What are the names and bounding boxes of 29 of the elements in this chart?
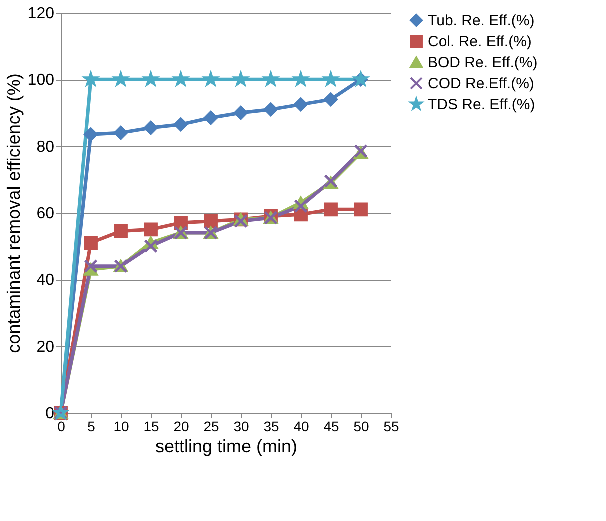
legend-label: COD Re.Eff.(%): [428, 76, 534, 92]
y-tick-label: 0: [46, 406, 55, 422]
point: [144, 239, 158, 254]
point: [84, 259, 98, 274]
x-tick-label: 30: [234, 418, 250, 434]
y-tick-label: 20: [36, 338, 55, 356]
y-tick-label: 80: [36, 138, 55, 156]
x-tick-label: 10: [114, 418, 130, 434]
x-tick-label: 15: [144, 418, 160, 434]
x-tick-label: 0: [58, 418, 66, 434]
y-tick-label: 40: [36, 272, 55, 290]
y-axis-title: contaminant removal efficiency (%): [4, 74, 24, 354]
point: [294, 199, 308, 214]
legend-label: BOD Re. Eff.(%): [428, 54, 538, 72]
x-tick-label: 40: [294, 418, 310, 434]
x-tick-label: 20: [174, 418, 190, 434]
legend-label: Col. Re. Eff.(%): [428, 34, 532, 50]
x-tick-label: 25: [204, 418, 220, 434]
y-tick-label: 120: [28, 6, 55, 22]
x-tick-label: 45: [324, 418, 340, 434]
x-tick-label: 35: [264, 418, 280, 434]
x-tick-label: 5: [88, 418, 96, 434]
legend-label: Tub. Re. Eff.(%): [428, 12, 535, 30]
y-tick-label: 60: [36, 206, 55, 222]
x-tick-label: 50: [354, 418, 370, 434]
legend-label: TDS Re. Eff.(%): [428, 96, 536, 114]
x-axis-title: settling time (min): [155, 436, 298, 456]
x-tick-label: 55: [384, 418, 400, 434]
y-tick-label: 100: [28, 72, 55, 90]
